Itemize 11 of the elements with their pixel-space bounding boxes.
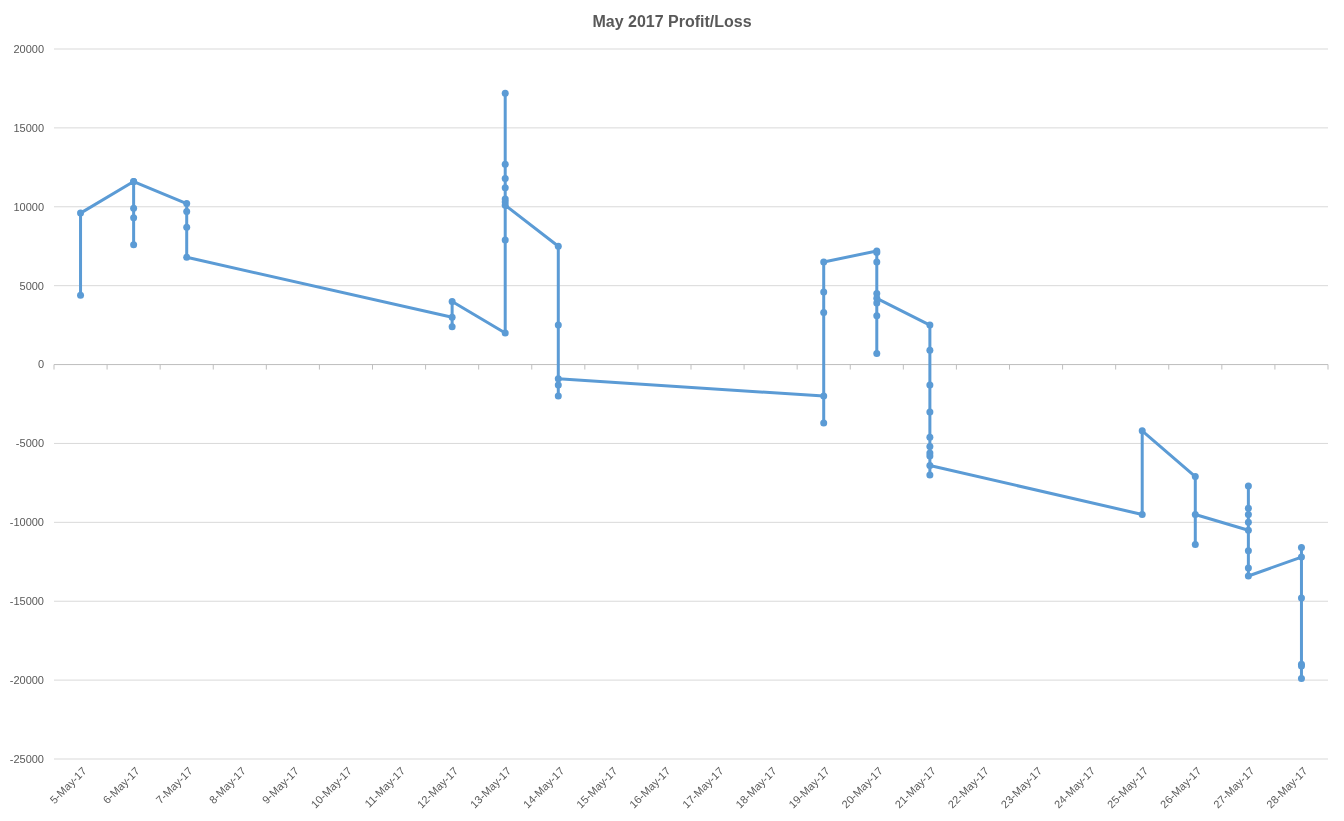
y-tick-label: 15000 [13, 121, 44, 134]
chart-title: May 2017 Profit/Loss [592, 13, 752, 30]
y-tick-label: 10000 [13, 200, 44, 213]
y-tick-label: 0 [37, 358, 44, 371]
y-tick-label: 20000 [13, 42, 44, 55]
y-tick-label: -20000 [9, 673, 44, 686]
y-tick-label: -5000 [15, 437, 44, 450]
y-tick-label: 5000 [19, 279, 44, 292]
y-tick-label: -10000 [9, 516, 44, 529]
y-tick-label: -15000 [9, 595, 44, 608]
y-tick-label: -25000 [9, 752, 44, 765]
